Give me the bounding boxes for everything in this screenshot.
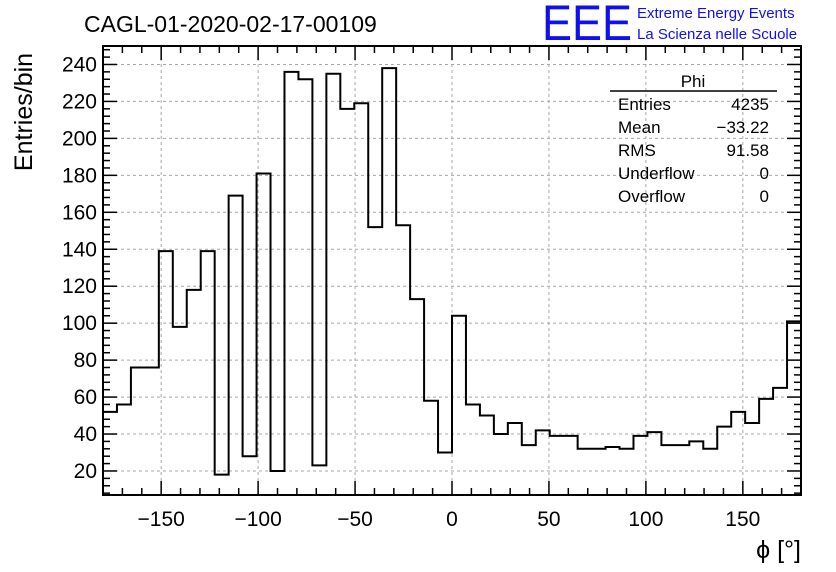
x-tick-label: 50 (537, 508, 560, 531)
x-tick-label: 150 (725, 508, 760, 531)
stats-box: Phi Entries 4235 Mean −33.22 RMS 91.58 Underfl… (610, 72, 777, 206)
y-tick-label: 160 (62, 201, 97, 224)
logo-line2: La Scienza nelle Scuole (637, 26, 797, 43)
logo-mark: EEE (542, 0, 632, 51)
y-tick-label: 120 (62, 275, 97, 298)
stats-row-label: Underflow (618, 164, 695, 183)
y-tick-label: 240 (62, 53, 97, 76)
stats-row-value: 0 (760, 187, 769, 206)
eee-logo: EEE Extreme Energy Events La Scienza nel… (542, 0, 797, 51)
x-tick-label: −50 (337, 508, 373, 531)
y-tick-label: 220 (62, 90, 97, 113)
x-axis-title: ϕ [°] (756, 536, 801, 564)
logo-line1: Extreme Energy Events (637, 5, 795, 22)
stats-row-label: RMS (618, 141, 656, 160)
histogram-line (103, 67, 801, 476)
x-tick-label: 0 (446, 508, 458, 531)
stats-row-value: 4235 (731, 95, 769, 114)
stats-row-value: 0 (760, 164, 769, 183)
stats-rows: Entries 4235 Mean −33.22 RMS 91.58 Underflow 0 O… (618, 95, 769, 206)
x-axis-ticks: −150 −100 −50 0 50 100 150 (102, 46, 802, 531)
stats-row-label: Mean (618, 118, 661, 137)
y-tick-label: 80 (74, 349, 97, 372)
y-tick-label: 60 (74, 386, 97, 409)
chart-title: CAGL-01-2020-02-17-00109 (84, 11, 377, 37)
stats-title: Phi (681, 72, 706, 91)
stats-row-label: Entries (618, 95, 671, 114)
x-tick-label: 100 (628, 508, 663, 531)
stats-row-value: 91.58 (726, 141, 769, 160)
y-tick-label: 100 (62, 312, 97, 335)
stats-row-label: Overflow (618, 187, 686, 206)
y-tick-label: 180 (62, 164, 97, 187)
x-tick-label: −150 (138, 508, 185, 531)
stats-row-value: −33.22 (717, 118, 769, 137)
y-tick-label: 140 (62, 238, 97, 261)
y-tick-label: 200 (62, 127, 97, 150)
y-axis-ticks: 20 40 60 80 100 120 140 160 180 200 220 240 (62, 48, 801, 494)
x-tick-label: −100 (234, 508, 281, 531)
y-tick-label: 20 (74, 460, 97, 483)
y-axis-title: Entries/bin (10, 53, 38, 171)
y-tick-label: 40 (74, 423, 97, 446)
